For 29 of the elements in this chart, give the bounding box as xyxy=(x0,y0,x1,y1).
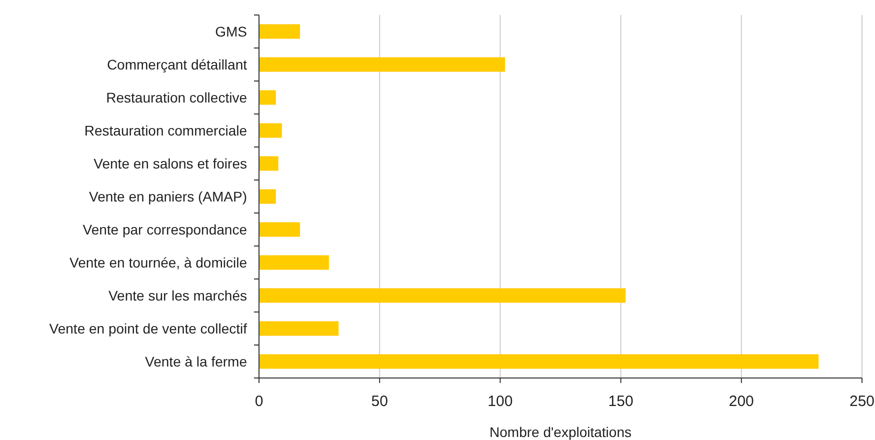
x-tick-label: 250 xyxy=(849,393,875,410)
bar xyxy=(259,321,339,336)
bar xyxy=(259,24,300,39)
y-tick-label: Restauration collective xyxy=(106,89,248,106)
y-tick-label: Vente en point de vente collectif xyxy=(49,320,248,336)
y-tick-label: Vente en tournée, à domicile xyxy=(70,254,248,270)
bar xyxy=(259,288,626,303)
bar xyxy=(259,123,282,138)
y-tick-label: Restauration commerciale xyxy=(84,122,248,138)
bar xyxy=(259,90,276,105)
x-tick-label: 50 xyxy=(371,393,388,410)
y-tick-label: Vente sur les marchés xyxy=(108,287,247,304)
y-tick-label: Vente à la ferme xyxy=(145,353,248,370)
bar xyxy=(259,354,819,369)
bar xyxy=(259,57,506,72)
x-tick-label: 200 xyxy=(728,393,754,410)
x-axis-title: Nombre d'exploitations xyxy=(490,424,632,440)
y-tick-label: Vente en paniers (AMAP) xyxy=(89,188,247,204)
y-tick-label: Commerçant détaillant xyxy=(106,56,248,72)
y-tick-label: GMS xyxy=(215,23,247,40)
bar xyxy=(259,255,329,270)
x-tick-label: 100 xyxy=(488,393,513,410)
bar xyxy=(259,222,300,237)
x-tick-label: 150 xyxy=(608,393,634,410)
x-tick-label: 0 xyxy=(254,393,264,410)
bar xyxy=(259,189,276,204)
bar xyxy=(259,156,278,171)
y-tick-label: Vente en salons et foires xyxy=(94,155,247,172)
y-tick-label: Vente par correspondance xyxy=(82,221,248,238)
